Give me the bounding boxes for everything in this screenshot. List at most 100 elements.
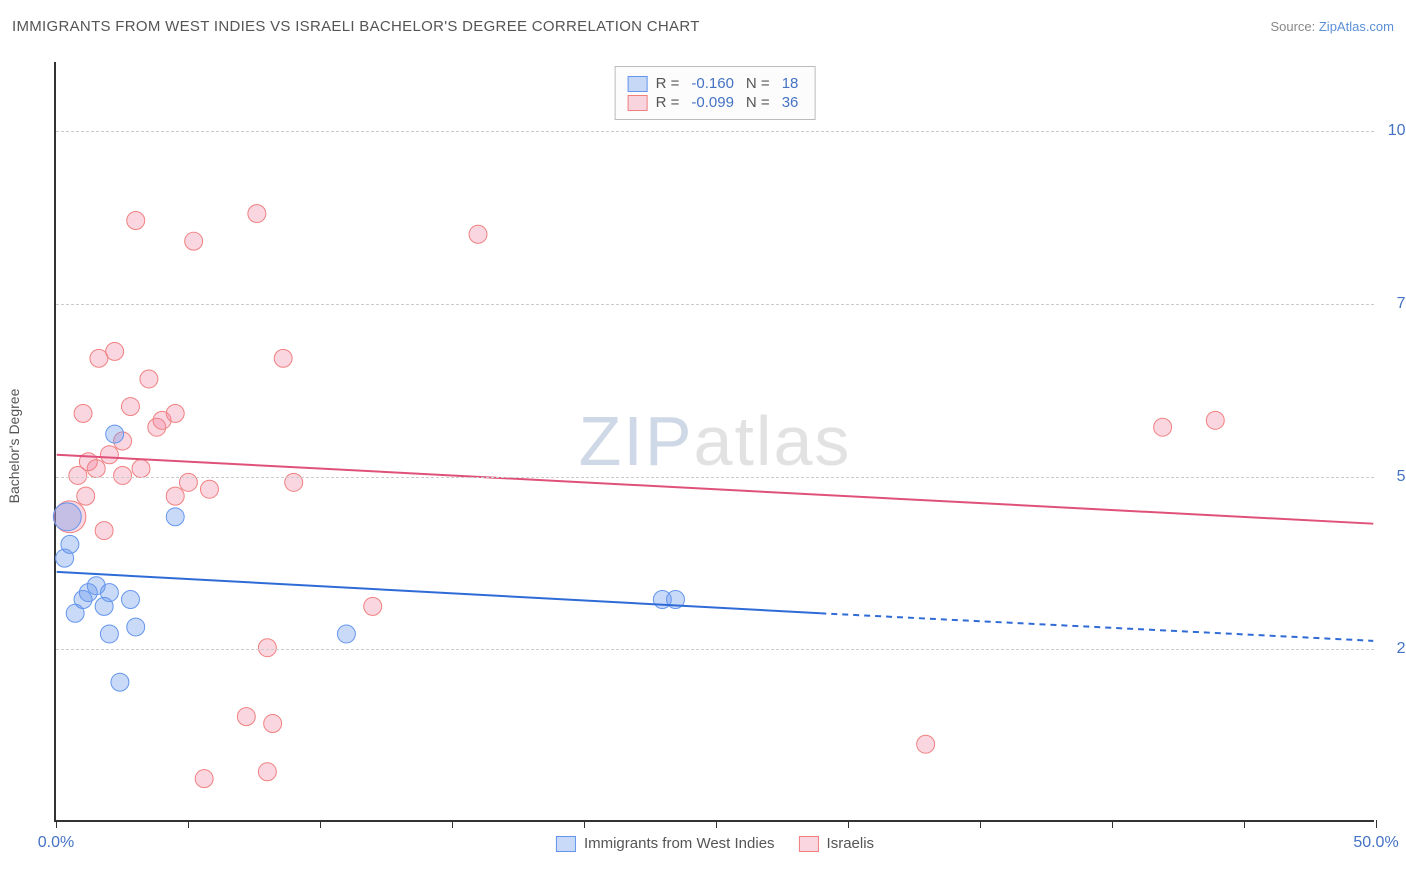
data-point: [127, 212, 145, 230]
data-point: [166, 508, 184, 526]
data-point: [469, 225, 487, 243]
data-point: [258, 763, 276, 781]
data-point: [79, 453, 97, 471]
data-point: [79, 584, 97, 602]
y-tick-label: 75.0%: [1397, 295, 1406, 313]
r-label: R =: [656, 75, 680, 92]
gridline-h: [56, 304, 1374, 305]
data-point: [87, 460, 105, 478]
r-label: R =: [656, 94, 680, 111]
data-point: [127, 618, 145, 636]
data-point: [54, 501, 86, 533]
legend-item-pink: Israelis: [799, 835, 875, 852]
data-point: [111, 673, 129, 691]
y-axis-label: Bachelor's Degree: [6, 389, 22, 504]
source-link[interactable]: ZipAtlas.com: [1319, 19, 1394, 34]
legend-item-blue: Immigrants from West Indies: [556, 835, 775, 852]
swatch-blue-icon: [556, 836, 576, 852]
data-point: [87, 577, 105, 595]
legend-label-pink: Israelis: [827, 835, 875, 852]
swatch-blue: [628, 76, 648, 92]
data-point: [114, 466, 132, 484]
data-point: [74, 591, 92, 609]
swatch-pink: [628, 95, 648, 111]
data-point: [917, 735, 935, 753]
data-point: [148, 418, 166, 436]
data-point: [61, 535, 79, 553]
data-point: [106, 425, 124, 443]
watermark-atlas: atlas: [694, 402, 852, 480]
watermark: ZIPatlas: [579, 401, 852, 481]
trend-line: [57, 455, 1374, 524]
x-tick: [716, 820, 717, 828]
stats-legend: R = -0.160 N = 18 R = -0.099 N = 36: [615, 66, 816, 120]
watermark-zip: ZIP: [579, 402, 694, 480]
data-point: [1206, 411, 1224, 429]
source-prefix: Source:: [1270, 19, 1318, 34]
data-point: [56, 549, 74, 567]
data-point: [121, 591, 139, 609]
x-tick: [848, 820, 849, 828]
gridline-h: [56, 649, 1374, 650]
data-point: [1154, 418, 1172, 436]
data-point: [166, 487, 184, 505]
x-tick: [980, 820, 981, 828]
data-point: [66, 604, 84, 622]
data-point: [195, 770, 213, 788]
data-point: [121, 398, 139, 416]
x-tick: [320, 820, 321, 828]
stats-row-blue: R = -0.160 N = 18: [628, 75, 803, 92]
data-point: [106, 342, 124, 360]
svg-layer: [56, 62, 1374, 820]
data-point: [264, 715, 282, 733]
x-tick: [1112, 820, 1113, 828]
data-point: [69, 466, 87, 484]
data-point: [667, 591, 685, 609]
data-point: [364, 597, 382, 615]
plot-area: ZIPatlas R = -0.160 N = 18 R = -0.099 N …: [54, 62, 1374, 822]
data-point: [140, 370, 158, 388]
data-point: [74, 404, 92, 422]
n-value-pink: 36: [782, 94, 799, 111]
x-tick-label: 50.0%: [1353, 834, 1398, 852]
data-point: [100, 625, 118, 643]
data-point: [337, 625, 355, 643]
y-tick-label: 100.0%: [1388, 122, 1406, 140]
x-tick: [1244, 820, 1245, 828]
data-point: [95, 597, 113, 615]
data-point: [653, 591, 671, 609]
chart-container: IMMIGRANTS FROM WEST INDIES VS ISRAELI B…: [0, 0, 1406, 892]
data-point: [95, 522, 113, 540]
x-tick: [452, 820, 453, 828]
r-value-pink: -0.099: [691, 94, 734, 111]
data-point: [185, 232, 203, 250]
x-tick: [56, 820, 57, 828]
data-point: [100, 584, 118, 602]
y-tick-label: 50.0%: [1397, 468, 1406, 486]
data-point: [90, 349, 108, 367]
trend-line: [57, 572, 821, 613]
trend-line-dashed: [820, 613, 1373, 641]
n-label: N =: [746, 94, 770, 111]
legend-label-blue: Immigrants from West Indies: [584, 835, 775, 852]
chart-title: IMMIGRANTS FROM WEST INDIES VS ISRAELI B…: [12, 18, 700, 35]
x-tick-label: 0.0%: [38, 834, 74, 852]
data-point: [237, 708, 255, 726]
data-point: [53, 503, 81, 531]
data-point: [248, 205, 266, 223]
source-attribution: Source: ZipAtlas.com: [1270, 19, 1394, 34]
data-point: [77, 487, 95, 505]
y-tick-label: 25.0%: [1397, 640, 1406, 658]
stats-row-pink: R = -0.099 N = 36: [628, 94, 803, 111]
gridline-h: [56, 477, 1374, 478]
data-point: [258, 639, 276, 657]
x-tick: [188, 820, 189, 828]
x-tick: [1376, 820, 1377, 828]
n-value-blue: 18: [782, 75, 799, 92]
data-point: [200, 480, 218, 498]
data-point: [166, 404, 184, 422]
data-point: [153, 411, 171, 429]
title-bar: IMMIGRANTS FROM WEST INDIES VS ISRAELI B…: [12, 18, 1394, 35]
x-tick: [584, 820, 585, 828]
data-point: [100, 446, 118, 464]
